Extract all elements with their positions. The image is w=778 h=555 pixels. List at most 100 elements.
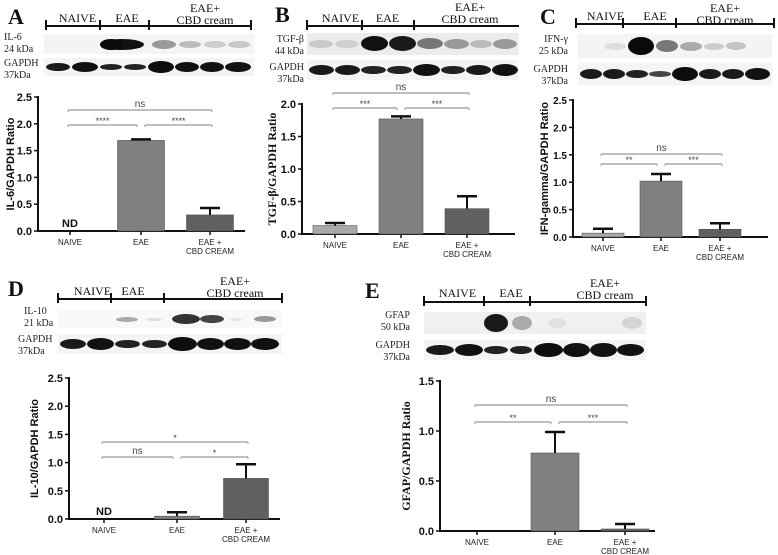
y-tick-label: 2.5 — [48, 373, 63, 385]
panel-letter-a: A — [8, 4, 24, 29]
control-blot — [44, 58, 254, 76]
x-tick-label: EAE — [169, 526, 185, 535]
bar — [223, 478, 269, 520]
significance-label: * — [173, 433, 177, 443]
x-tick-label: NAIVE — [465, 538, 489, 547]
y-tick-label: 2.0 — [553, 123, 567, 134]
target-blot — [44, 34, 254, 54]
target-label: IFN-γ 25 kDa — [538, 34, 568, 57]
x-tick-label: EAE + — [456, 241, 479, 250]
control-label: GAPDH 37kDa — [375, 340, 410, 363]
x-tick-label: NAIVE — [323, 241, 347, 250]
target-label: IL-10 21 kDa — [24, 306, 54, 329]
y-tick-label: 0.5 — [419, 476, 434, 488]
significance-label: ns — [135, 99, 146, 110]
y-tick-label: 1.0 — [48, 458, 63, 470]
group-label-cbd: EAE+ CBD cream — [576, 276, 634, 302]
y-axis-label: IL-10/GAPDH Ratio — [29, 399, 41, 498]
significance-label: ns — [546, 394, 557, 405]
group-label-cbd: EAE+ CBD cream — [441, 0, 499, 26]
y-axis-label: GFAP/GAPDH Ratio — [399, 401, 413, 510]
y-tick-label: 2.0 — [48, 401, 63, 413]
y-axis-label: IFN-gamma/GAPDH Ratio — [539, 102, 551, 236]
group-label-cbd: EAE+ CBD cream — [176, 1, 234, 27]
control-label: GAPDH 37kDa — [4, 58, 39, 81]
y-tick-label: 0.5 — [553, 206, 567, 217]
significance-label: ns — [656, 143, 667, 154]
y-tick-label: 0.5 — [48, 486, 63, 498]
y-tick-label: 1.0 — [419, 426, 434, 438]
x-tick-label: EAE + — [709, 244, 732, 253]
significance-label: ns — [132, 446, 143, 457]
significance-label: **** — [171, 116, 186, 126]
y-tick-label: 0.0 — [48, 514, 63, 526]
group-label-eae: EAE — [121, 284, 145, 298]
significance-label: ** — [625, 155, 633, 165]
y-tick-label: 2.5 — [553, 96, 567, 107]
panel-letter-e: E — [365, 278, 380, 303]
x-tick-label: EAE + — [199, 238, 222, 247]
y-tick-label: 0.5 — [281, 197, 296, 209]
group-label-naive: NAIVE — [321, 11, 360, 25]
bar — [117, 140, 165, 232]
group-label-eae: EAE — [499, 286, 523, 300]
x-tick-label: NAIVE — [591, 244, 615, 253]
x-tick-label: EAE — [393, 241, 409, 250]
x-tick-label: CBD CREAM — [601, 547, 649, 555]
y-tick-label: 2.0 — [17, 119, 32, 131]
y-tick-label: 0.0 — [553, 233, 567, 244]
y-tick-label: 1.0 — [17, 172, 32, 184]
target-blot — [578, 34, 772, 58]
significance-label: ** — [509, 413, 517, 423]
panel-letter-d: D — [8, 276, 24, 301]
target-blot — [307, 33, 519, 55]
group-label-naive: NAIVE — [73, 284, 112, 298]
nd-annotation: ND — [62, 218, 78, 230]
significance-label: ns — [396, 82, 407, 93]
control-blot — [58, 334, 282, 354]
panel-letter-c: C — [540, 4, 556, 29]
x-tick-label: CBD CREAM — [443, 250, 491, 259]
panel-letter-b: B — [275, 2, 290, 27]
x-tick-label: NAIVE — [92, 526, 116, 535]
significance-label: *** — [588, 413, 599, 423]
group-label-eae: EAE — [643, 9, 667, 23]
control-label: GAPDH 37kDa — [533, 64, 568, 87]
y-tick-label: 1.5 — [553, 151, 567, 162]
group-label-cbd: EAE+ CBD cream — [206, 274, 264, 300]
significance-label: *** — [432, 99, 443, 109]
control-blot — [424, 340, 646, 360]
significance-label: * — [213, 448, 217, 458]
control-blot — [307, 60, 519, 80]
x-tick-label: EAE — [547, 538, 563, 547]
bar — [530, 452, 580, 532]
target-blot — [424, 312, 646, 334]
group-label-eae: EAE — [115, 11, 139, 25]
target-label: IL-6 24 kDa — [4, 32, 34, 55]
bar — [378, 118, 424, 235]
control-blot — [578, 63, 772, 85]
y-tick-label: 2.0 — [281, 99, 296, 111]
bar — [600, 528, 650, 532]
x-tick-label: CBD CREAM — [222, 535, 270, 544]
y-tick-label: 0.5 — [17, 199, 32, 211]
x-tick-label: CBD CREAM — [696, 253, 744, 262]
significance-label: *** — [360, 99, 371, 109]
y-tick-label: 1.0 — [281, 164, 296, 176]
target-label: GFAP 50 kDa — [380, 310, 410, 333]
bar — [444, 208, 490, 235]
x-tick-label: EAE — [653, 244, 669, 253]
y-tick-label: 0.0 — [419, 526, 434, 538]
y-tick-label: 1.5 — [419, 376, 434, 388]
x-tick-label: NAIVE — [58, 238, 82, 247]
control-label: GAPDH 37kDa — [269, 62, 304, 85]
x-tick-label: EAE + — [614, 538, 637, 547]
significance-label: *** — [688, 155, 699, 165]
nd-annotation: ND — [96, 506, 112, 518]
x-tick-label: CBD CREAM — [186, 247, 234, 256]
group-label-naive: NAIVE — [438, 286, 477, 300]
